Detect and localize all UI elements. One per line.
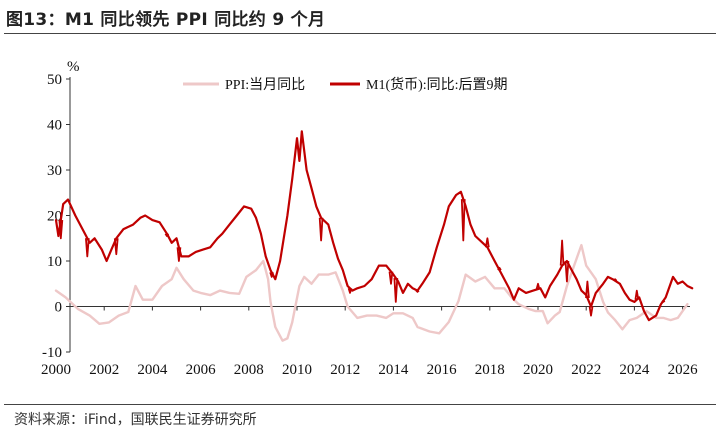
y-axis-unit: % xyxy=(67,59,80,75)
source-note: 资料来源：iFind，国联民生证券研究所 xyxy=(14,412,257,428)
y-tick-label: 10 xyxy=(47,254,62,270)
x-tick-label: 2018 xyxy=(475,362,505,378)
series-spike xyxy=(393,278,399,303)
x-tick-label: 2024 xyxy=(619,362,650,378)
axes: % -10 0 10 20 30 40 50 2000 2002 2004 2006 2008 2010 2… xyxy=(41,59,698,378)
y-tick-label: 50 xyxy=(47,72,62,88)
series-spike xyxy=(176,247,182,262)
x-tick-label: 2002 xyxy=(89,362,119,378)
y-tick-label: -10 xyxy=(42,345,62,361)
x-tick-label: 2014 xyxy=(378,362,409,378)
series-line-1 xyxy=(54,243,689,342)
x-tick-label: 2008 xyxy=(234,362,264,378)
series-spike xyxy=(613,278,618,282)
series-spike xyxy=(585,280,590,299)
x-tick-label: 2006 xyxy=(186,362,217,378)
y-tick-label: 20 xyxy=(47,209,62,225)
series-spike xyxy=(415,289,420,293)
y-tick-label: 40 xyxy=(47,118,62,134)
x-tick-label: 2020 xyxy=(523,362,553,378)
bottom-rule xyxy=(4,404,716,405)
x-tick-label: 2016 xyxy=(427,362,458,378)
series-spike xyxy=(58,219,64,240)
legend-label-1: PPI:当月同比 xyxy=(225,77,305,93)
series-spike xyxy=(460,199,466,242)
legend-label-2: M1(货币):同比:后置9期 xyxy=(366,76,508,93)
series-lines xyxy=(54,130,694,342)
x-tick-label: 2022 xyxy=(571,362,601,378)
x-tick-label: 2000 xyxy=(41,362,71,378)
series-spike xyxy=(388,271,394,285)
series-spike xyxy=(661,300,666,303)
series-spike xyxy=(564,260,570,283)
figure-title: 图13：M1 同比领先 PPI 同比约 9 个月 xyxy=(6,10,326,30)
series-spike xyxy=(347,288,353,294)
x-tick-label: 2004 xyxy=(137,362,168,378)
series-spike xyxy=(113,238,119,256)
series-spike xyxy=(588,306,594,317)
legend: PPI:当月同比 M1(货币):同比:后置9期 xyxy=(183,76,508,93)
series-spike xyxy=(318,217,324,242)
series-spike xyxy=(85,238,90,258)
series-spike xyxy=(634,289,640,300)
series-spike xyxy=(535,282,541,290)
y-tick-label: 30 xyxy=(47,163,62,179)
top-rule xyxy=(4,33,716,34)
x-tick-label: 2012 xyxy=(330,362,360,378)
series-line-2 xyxy=(54,130,694,322)
y-tick-label: 0 xyxy=(55,300,63,316)
series-spike xyxy=(269,272,274,278)
series-spike xyxy=(559,239,565,266)
series-spike xyxy=(485,237,490,248)
series-spike xyxy=(164,233,170,237)
x-tick-label: 2010 xyxy=(282,362,312,378)
series-spike xyxy=(497,266,502,271)
x-tick-label: 2026 xyxy=(668,362,699,378)
